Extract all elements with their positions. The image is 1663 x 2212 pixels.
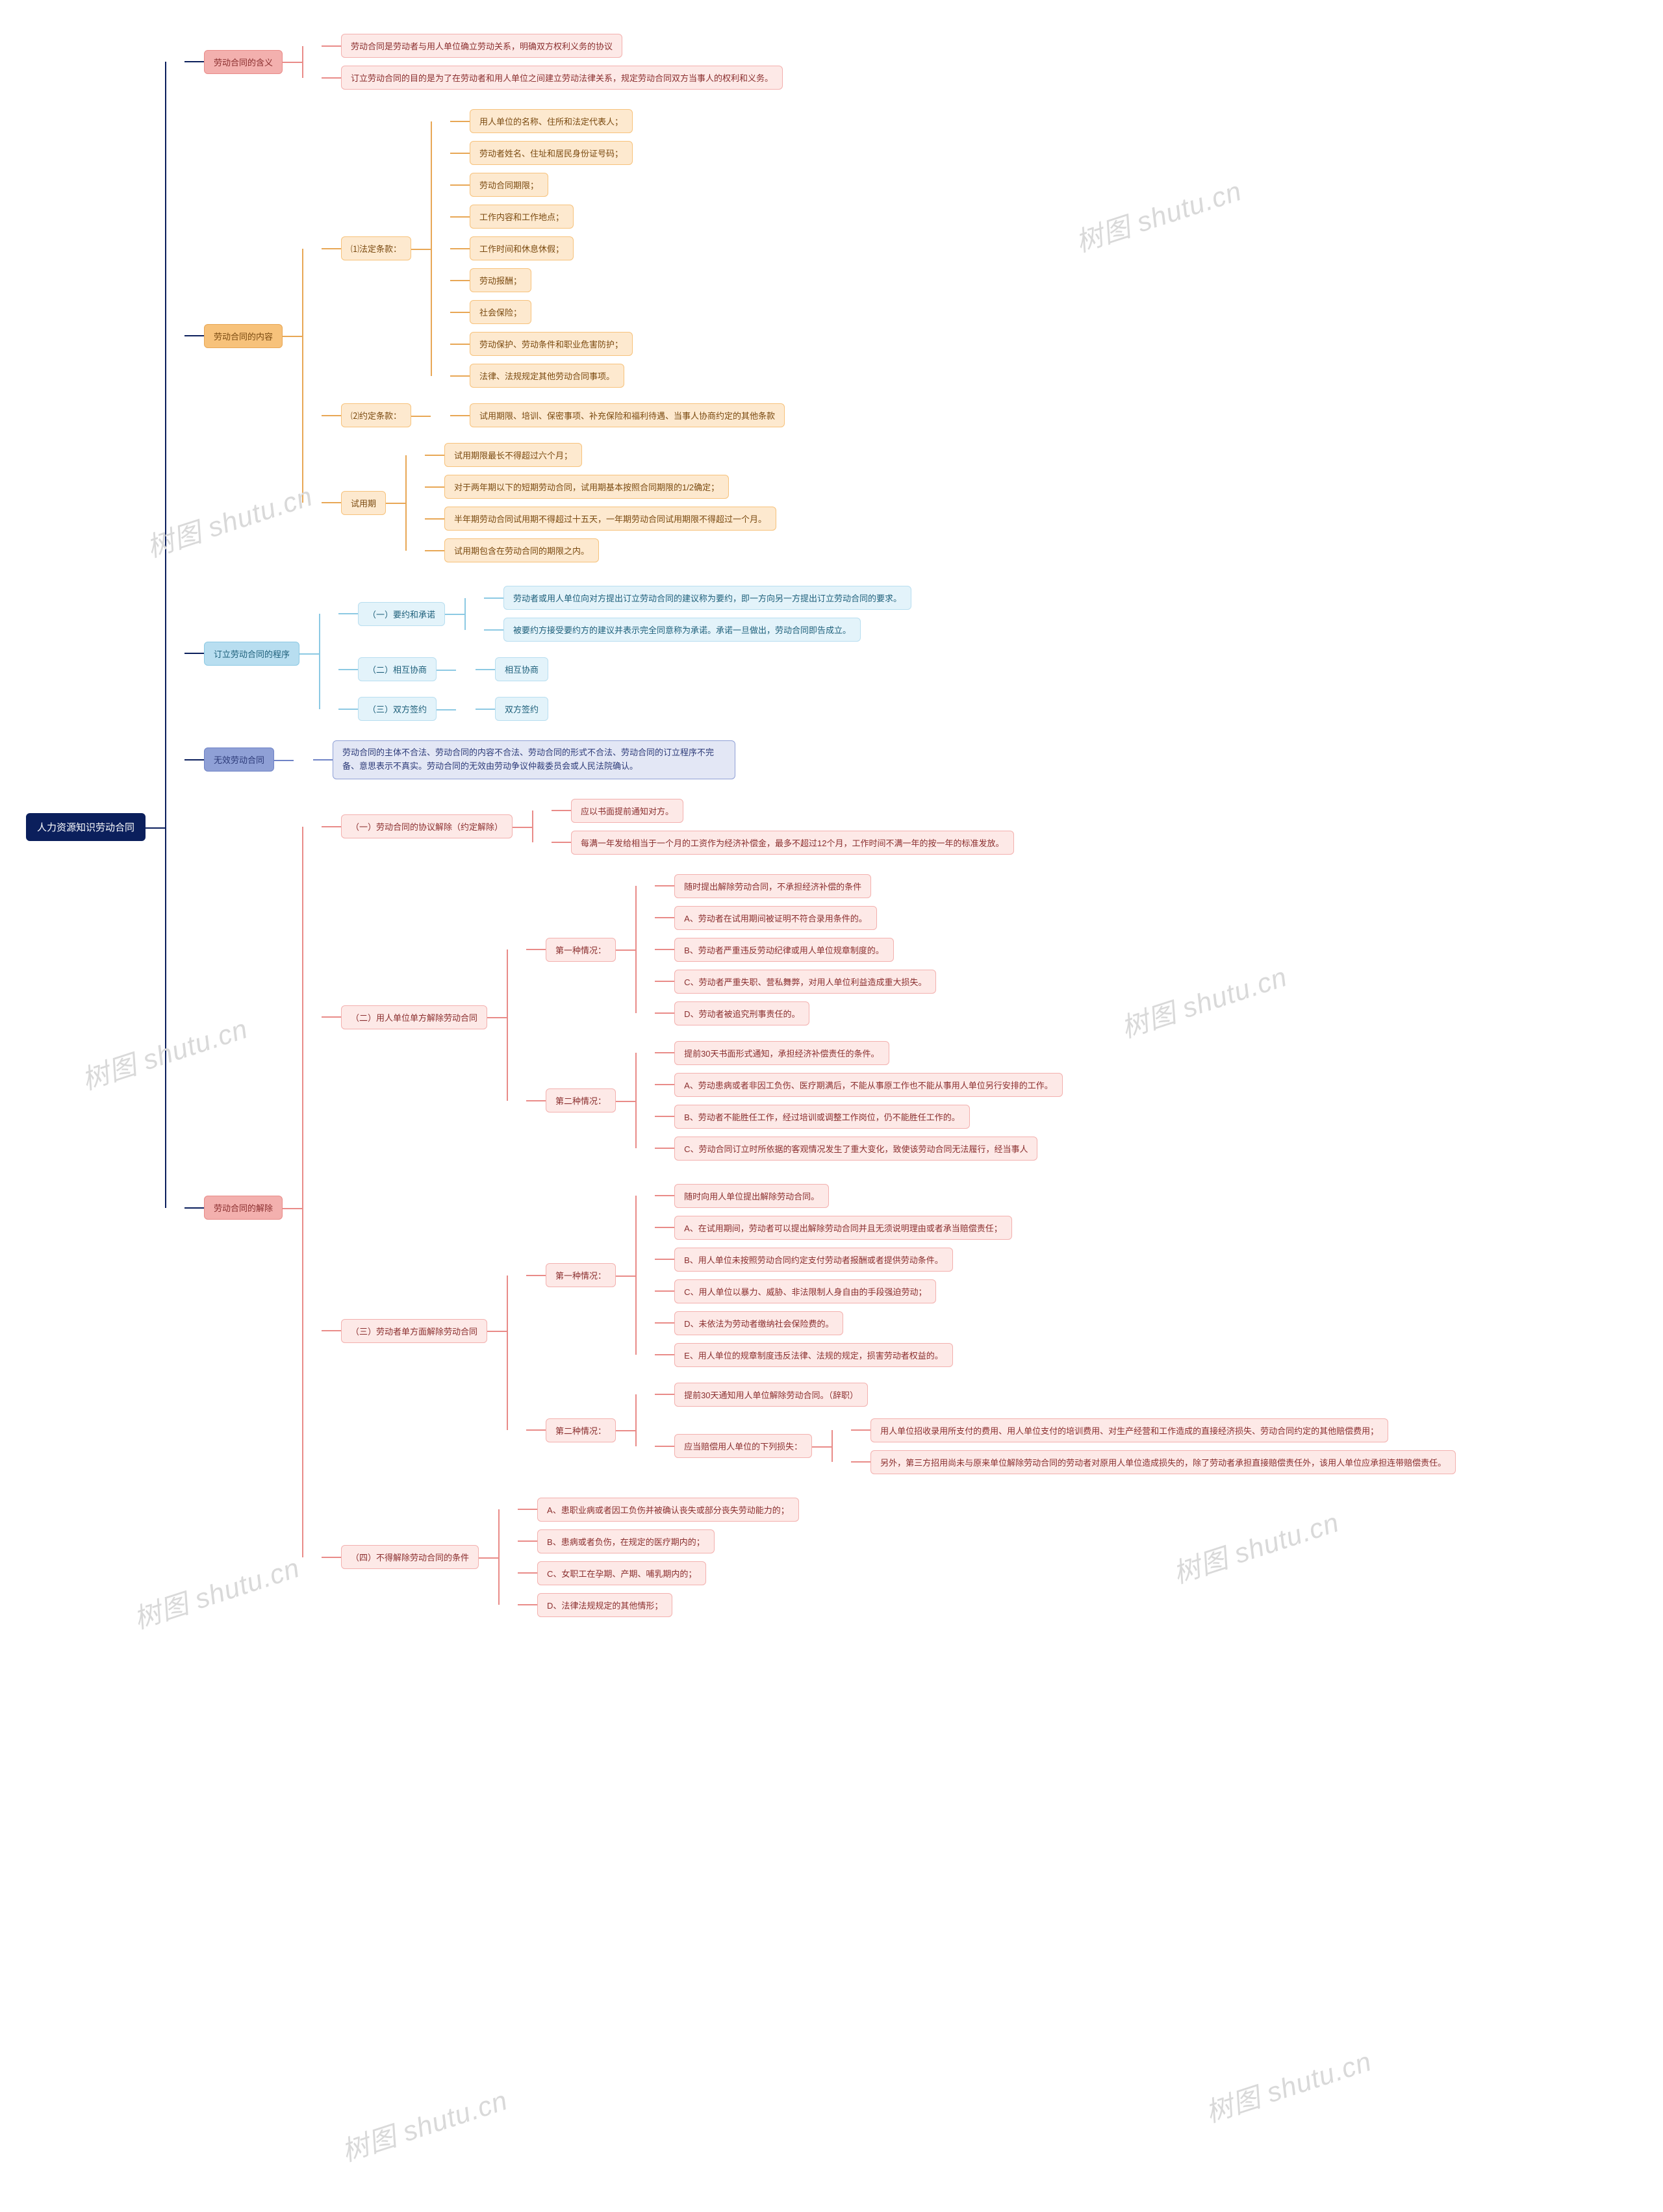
mindmap-node: B、劳动者不能胜任工作，经过培训或调整工作岗位，仍不能胜任工作的。 <box>674 1105 970 1129</box>
mindmap-node: （三）劳动者单方面解除劳动合同 <box>341 1319 487 1343</box>
mindmap-node: 每满一年发给相当于一个月的工资作为经济补偿金，最多不超过12个月，工作时间不满一… <box>571 831 1013 855</box>
mindmap-node: （三）双方签约 <box>358 697 437 721</box>
mindmap-node: 劳动者或用人单位向对方提出订立劳动合同的建议称为要约，即一方向另一方提出订立劳动… <box>503 586 911 610</box>
mindmap-root: 人力资源知识劳动合同 劳动合同的含义 劳动合同是劳动者与用人单位确立劳动关系，明确双… <box>26 26 1637 1629</box>
mindmap-node: 双方签约 <box>495 697 548 721</box>
watermark: 树图 shutu.cn <box>336 2078 512 2169</box>
mindmap-node: 劳动合同是劳动者与用人单位确立劳动关系，明确双方权利义务的协议 <box>341 34 622 58</box>
watermark: 树图 shutu.cn <box>1200 2039 1376 2130</box>
mindmap-node: A、患职业病或者因工负伤并被确认丧失或部分丧失劳动能力的； <box>537 1498 799 1522</box>
mindmap-node: 第二种情况： <box>546 1418 616 1442</box>
mindmap-node: 劳动合同的内容 <box>204 324 283 348</box>
mindmap-node: C、劳动合同订立时所依据的客观情况发生了重大变化，致使该劳动合同无法履行，经当事… <box>674 1137 1037 1161</box>
root-node: 人力资源知识劳动合同 <box>26 813 146 841</box>
mindmap-node: D、未依法为劳动者缴纳社会保险费的。 <box>674 1311 843 1335</box>
mindmap-node: C、用人单位以暴力、威胁、非法限制人身自由的手段强迫劳动； <box>674 1279 936 1303</box>
mindmap-node: 订立劳动合同的目的是为了在劳动者和用人单位之间建立劳动法律关系，规定劳动合同双方… <box>341 66 783 90</box>
mindmap-node: 订立劳动合同的程序 <box>204 642 299 666</box>
mindmap-node: ⑴法定条款： <box>341 236 411 260</box>
mindmap-node: （二）相互协商 <box>358 657 437 681</box>
mindmap-node: 社会保险； <box>470 300 531 324</box>
mindmap-node: 半年期劳动合同试用期不得超过十五天，一年期劳动合同试用期限不得超过一个月。 <box>444 507 776 531</box>
mindmap-node: 试用期包含在劳动合同的期限之内。 <box>444 538 599 562</box>
mindmap-node: 劳动保护、劳动条件和职业危害防护； <box>470 332 633 356</box>
mindmap-node: 用人单位的名称、住所和法定代表人； <box>470 109 633 133</box>
mindmap-node: （一）要约和承诺 <box>358 602 445 626</box>
mindmap-node: 应当赔偿用人单位的下列损失： <box>674 1434 812 1458</box>
mindmap-node: ⑵约定条款： <box>341 403 411 427</box>
mindmap-node: 劳动合同的主体不合法、劳动合同的内容不合法、劳动合同的形式不合法、劳动合同的订立… <box>333 740 735 779</box>
mindmap-node: E、用人单位的规章制度违反法律、法规的规定，损害劳动者权益的。 <box>674 1343 953 1367</box>
mindmap-node: 劳动合同的含义 <box>204 50 283 74</box>
mindmap-node: 工作内容和工作地点； <box>470 205 574 229</box>
mindmap-node: 随时提出解除劳动合同，不承担经济补偿的条件 <box>674 874 871 898</box>
mindmap-node: C、女职工在孕期、产期、哺乳期内的； <box>537 1561 706 1585</box>
mindmap-node: 用人单位招收录用所支付的费用、用人单位支付的培训费用、对生产经营和工作造成的直接… <box>870 1418 1388 1442</box>
mindmap-node: 提前30天书面形式通知，承担经济补偿责任的条件。 <box>674 1041 889 1065</box>
mindmap-node: 另外，第三方招用尚未与原来单位解除劳动合同的劳动者对原用人单位造成损失的，除了劳… <box>870 1450 1456 1474</box>
mindmap-node: A、在试用期间，劳动者可以提出解除劳动合同并且无须说明理由或者承当赔偿责任； <box>674 1216 1012 1240</box>
mindmap-node: 劳动合同的解除 <box>204 1196 283 1220</box>
mindmap-node: 相互协商 <box>495 657 548 681</box>
mindmap-node: 劳动报酬； <box>470 268 531 292</box>
mindmap-node: 第二种情况： <box>546 1088 616 1112</box>
mindmap-node: 法律、法规规定其他劳动合同事项。 <box>470 364 624 388</box>
mindmap-node: 第一种情况： <box>546 938 616 962</box>
mindmap-node: 第一种情况： <box>546 1263 616 1287</box>
mindmap-node: C、劳动者严重失职、营私舞弊，对用人单位利益造成重大损失。 <box>674 970 936 994</box>
mindmap-node: 应以书面提前通知对方。 <box>571 799 683 823</box>
mindmap-node: 提前30天通知用人单位解除劳动合同。（辞职） <box>674 1383 868 1407</box>
mindmap-node: （四）不得解除劳动合同的条件 <box>341 1545 479 1569</box>
mindmap-node: D、劳动者被追究刑事责任的。 <box>674 1001 809 1025</box>
mindmap-node: A、劳动者在试用期间被证明不符合录用条件的。 <box>674 906 877 930</box>
mindmap-node: 工作时间和休息休假； <box>470 236 574 260</box>
mindmap-node: B、患病或者负伤，在规定的医疗期内的； <box>537 1529 715 1553</box>
mindmap-node: 试用期限最长不得超过六个月； <box>444 443 582 467</box>
mindmap-node: B、用人单位未按照劳动合同约定支付劳动者报酬或者提供劳动条件。 <box>674 1248 953 1272</box>
mindmap-node: （二）用人单位单方解除劳动合同 <box>341 1005 487 1029</box>
mindmap-node: B、劳动者严重违反劳动纪律或用人单位规章制度的。 <box>674 938 894 962</box>
mindmap-node: 试用期 <box>341 491 386 515</box>
mindmap-node: 随时向用人单位提出解除劳动合同。 <box>674 1184 829 1208</box>
mindmap-node: （一）劳动合同的协议解除（约定解除） <box>341 814 513 838</box>
mindmap-node: 试用期限、培训、保密事项、补充保险和福利待遇、当事人协商约定的其他条款 <box>470 403 785 427</box>
mindmap-node: A、劳动患病或者非因工负伤、医疗期满后，不能从事原工作也不能从事用人单位另行安排… <box>674 1073 1063 1097</box>
mindmap-node: D、法律法规规定的其他情形； <box>537 1593 672 1617</box>
mindmap-node: 劳动者姓名、住址和居民身份证号码； <box>470 141 633 165</box>
mindmap-node: 对于两年期以下的短期劳动合同，试用期基本按照合同期限的1/2确定； <box>444 475 729 499</box>
mindmap-node: 无效劳动合同 <box>204 748 274 772</box>
mindmap-node: 劳动合同期限； <box>470 173 548 197</box>
mindmap-node: 被要约方接受要约方的建议并表示完全同意称为承诺。承诺一旦做出，劳动合同即告成立。 <box>503 618 861 642</box>
